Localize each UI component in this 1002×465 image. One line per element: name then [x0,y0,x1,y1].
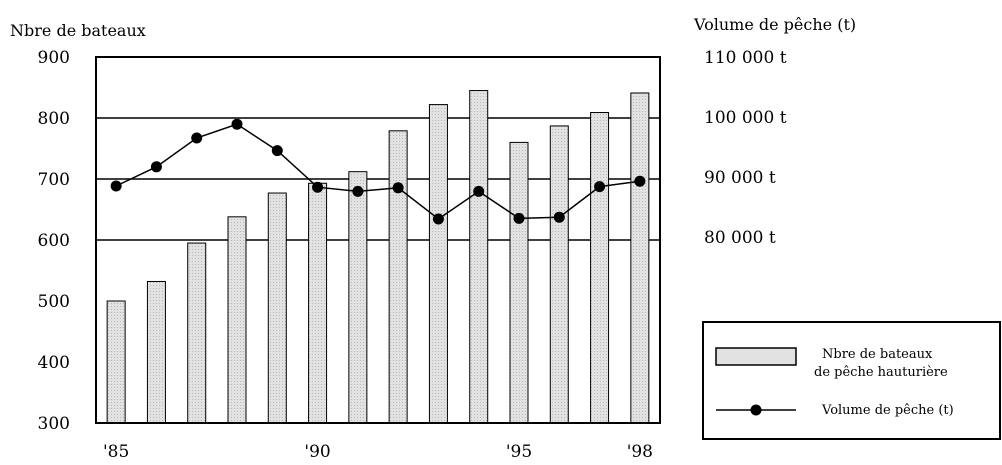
bar [267,192,287,424]
line-point [553,211,565,223]
y-right-tick-label: 100 000 t [704,108,787,128]
bar [630,92,650,424]
bar [469,90,489,424]
bar [549,125,569,424]
legend-bar-swatch [715,347,797,366]
x-tick-label: '90 [304,442,330,462]
line-point [312,181,324,193]
legend-line-marker [750,404,762,416]
x-tick-label: '95 [506,442,532,462]
legend-line-label: Volume de pêche (t) [821,403,954,418]
line-point [473,185,485,197]
left-axis-title: Nbre de bateaux [10,21,146,40]
line-series [110,118,646,225]
bar [590,112,610,424]
bar [348,171,368,424]
line-point [271,145,283,157]
legend-bar-label-line1: Nbre de bateaux [822,347,933,362]
bar [509,141,529,424]
y-left-tick-label: 600 [38,231,70,251]
bar [388,130,408,424]
bar [428,104,448,424]
bar [106,300,126,424]
bar [227,216,247,424]
line-point [634,175,646,187]
y-left-tick-label: 900 [38,48,70,68]
bar [146,280,166,424]
y-left-tick-label: 300 [38,414,70,434]
bar-series [106,90,650,424]
x-tick-label: '85 [103,442,129,462]
left-axis-ticks: 300 400 500 600 700 800 900 [38,48,70,434]
right-axis-ticks: 80 000 t 90 000 t 100 000 t 110 000 t [704,48,787,248]
line-point [352,185,364,197]
line-point [191,132,203,144]
line-point [110,180,122,192]
y-right-tick-label: 80 000 t [704,228,776,248]
y-left-tick-label: 400 [38,353,70,373]
right-axis-title: Volume de pêche (t) [693,15,856,34]
x-tick-label: '98 [627,442,653,462]
legend-bar-label-line2: de pêche hauturière [814,365,948,380]
line-point [513,212,525,224]
bar [187,242,207,424]
y-right-tick-label: 110 000 t [704,48,787,68]
bar [308,182,328,424]
y-right-tick-label: 90 000 t [704,168,776,188]
gridlines [96,117,660,241]
line-point [594,181,606,193]
y-left-tick-label: 700 [38,170,70,190]
y-left-tick-label: 800 [38,109,70,129]
y-left-tick-label: 500 [38,292,70,312]
plot-frame [95,56,661,424]
x-axis-ticks: '85 '90 '95 '98 [103,442,653,462]
line-point [231,118,243,130]
line-point [150,161,162,173]
line-path [115,123,640,220]
legend: Nbre de bateaux de pêche hauturière Volu… [702,321,1001,440]
line-point [432,213,444,225]
legend-box [702,321,1001,440]
line-point [392,182,404,194]
